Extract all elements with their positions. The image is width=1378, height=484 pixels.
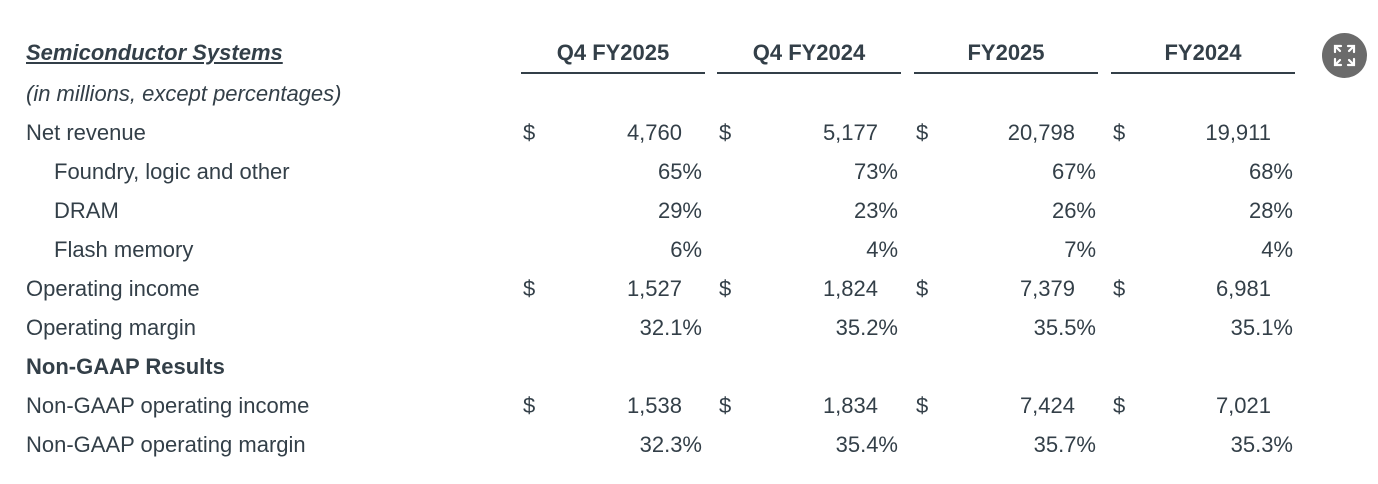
column-header-q4-fy2024: Q4 FY2024 <box>752 40 866 65</box>
row-label: Flash memory <box>54 237 194 262</box>
column-header-rule <box>717 72 901 74</box>
value-cell: 7,021 <box>1215 393 1271 418</box>
value-cell: 35.3% <box>1230 432 1293 457</box>
value-cell: 1,527 <box>626 276 682 301</box>
value-cell: 35.7% <box>1033 432 1096 457</box>
value-cell: 20,798 <box>1007 120 1075 145</box>
currency-symbol: $ <box>523 393 536 418</box>
currency-symbol: $ <box>719 120 732 145</box>
value-cell: 19,911 <box>1205 120 1271 145</box>
value-cell: 35.1% <box>1230 315 1293 340</box>
value-cell: 5,177 <box>822 120 878 145</box>
column-header-q4-fy2025: Q4 FY2025 <box>556 40 670 65</box>
value-cell: 35.2% <box>835 315 898 340</box>
value-cell: 1,824 <box>822 276 878 301</box>
value-cell: 32.1% <box>639 315 702 340</box>
value-cell: 35.5% <box>1033 315 1096 340</box>
value-cell: 1,538 <box>626 393 682 418</box>
value-cell: 65% <box>657 159 702 184</box>
value-cell: 73% <box>853 159 898 184</box>
currency-symbol: $ <box>1113 276 1126 301</box>
value-cell: 23% <box>853 198 898 223</box>
column-header-rule <box>521 72 705 74</box>
currency-symbol: $ <box>916 120 929 145</box>
value-cell: 4% <box>1261 237 1293 262</box>
currency-symbol: $ <box>916 276 929 301</box>
value-cell: 6,981 <box>1215 276 1271 301</box>
column-header-rule <box>1111 72 1295 74</box>
table-title: Semiconductor Systems <box>26 40 283 65</box>
row-label: Net revenue <box>26 120 146 145</box>
value-cell: 7% <box>1064 237 1096 262</box>
table-subtitle: (in millions, except percentages) <box>26 81 342 106</box>
value-cell: 1,834 <box>822 393 878 418</box>
currency-symbol: $ <box>719 276 732 301</box>
value-cell: 4,760 <box>626 120 682 145</box>
row-label: Foundry, logic and other <box>54 159 290 184</box>
currency-symbol: $ <box>916 393 929 418</box>
value-cell: 7,379 <box>1019 276 1075 301</box>
currency-symbol: $ <box>1113 120 1126 145</box>
value-cell: 35.4% <box>835 432 898 457</box>
section-heading: Non-GAAP Results <box>26 354 225 379</box>
value-cell: 28% <box>1248 198 1293 223</box>
currency-symbol: $ <box>1113 393 1126 418</box>
expand-button[interactable] <box>1322 33 1367 78</box>
column-header-fy2025: FY2025 <box>967 40 1045 65</box>
row-label: Operating margin <box>26 315 196 340</box>
value-cell: 32.3% <box>639 432 702 457</box>
column-header-rule <box>914 72 1098 74</box>
value-cell: 67% <box>1051 159 1096 184</box>
row-label: DRAM <box>54 198 119 223</box>
expand-icon <box>1333 44 1356 67</box>
currency-symbol: $ <box>523 120 536 145</box>
currency-symbol: $ <box>523 276 536 301</box>
currency-symbol: $ <box>719 393 732 418</box>
column-header-fy2024: FY2024 <box>1164 40 1242 65</box>
value-cell: 4% <box>866 237 898 262</box>
row-label: Non-GAAP operating margin <box>26 432 306 457</box>
value-cell: 68% <box>1248 159 1293 184</box>
value-cell: 29% <box>657 198 702 223</box>
row-label: Operating income <box>26 276 200 301</box>
row-label: Non-GAAP operating income <box>26 393 310 418</box>
value-cell: 26% <box>1051 198 1096 223</box>
value-cell: 7,424 <box>1019 393 1075 418</box>
value-cell: 6% <box>670 237 702 262</box>
